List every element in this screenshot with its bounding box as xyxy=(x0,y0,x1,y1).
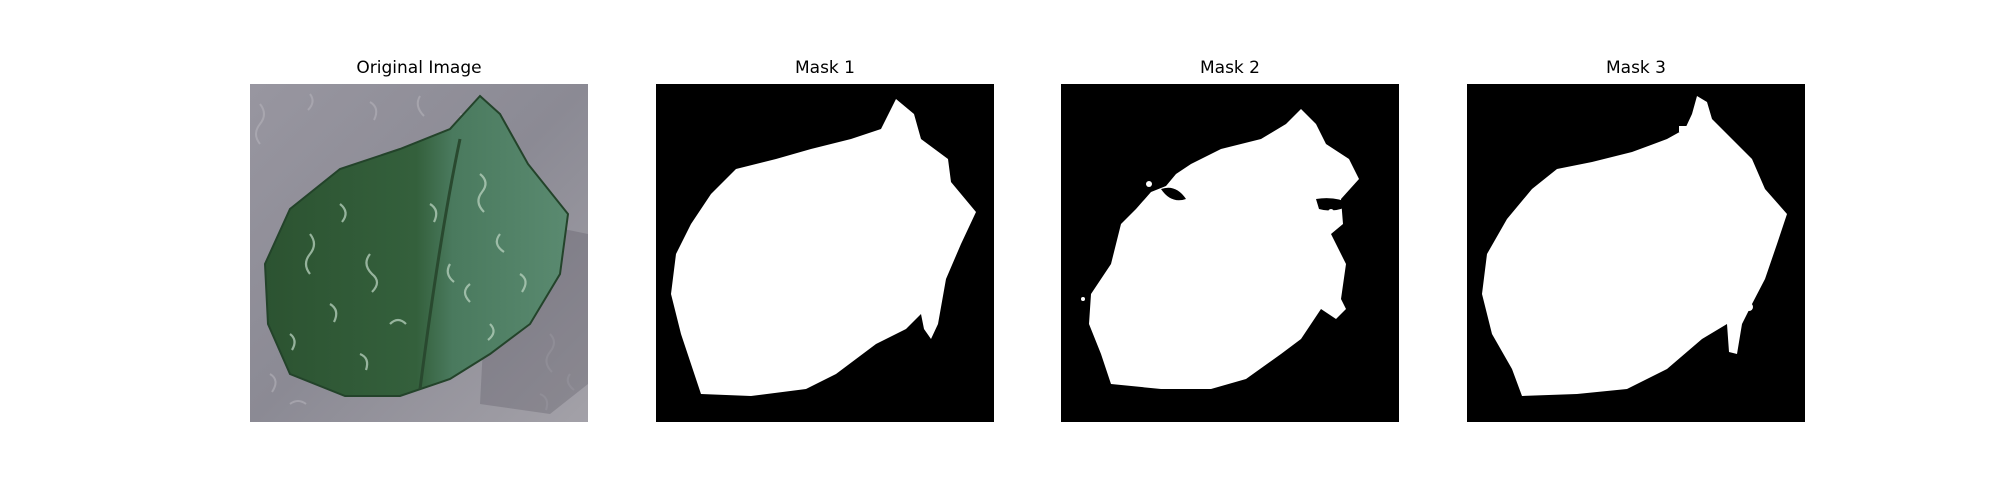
mask-shape xyxy=(671,99,976,396)
panel-title: Original Image xyxy=(356,58,482,78)
panel-mask-1: Mask 1 xyxy=(656,0,994,440)
panel-mask-2: Mask 2 xyxy=(1061,0,1399,440)
original-image xyxy=(250,84,588,422)
leaf-shape xyxy=(263,94,570,397)
panel-original-image: Original Image xyxy=(250,0,588,440)
mask-3-image xyxy=(1467,84,1805,422)
mask-shape xyxy=(1089,109,1359,389)
mask-2-image xyxy=(1061,84,1399,422)
panel-title: Mask 2 xyxy=(1199,58,1260,78)
mask-1-image xyxy=(656,84,994,422)
panel-title: Mask 3 xyxy=(1605,58,1666,78)
mask-shape xyxy=(1482,96,1787,396)
panel-mask-3: Mask 3 xyxy=(1467,0,1805,440)
panel-title: Mask 1 xyxy=(794,58,855,78)
